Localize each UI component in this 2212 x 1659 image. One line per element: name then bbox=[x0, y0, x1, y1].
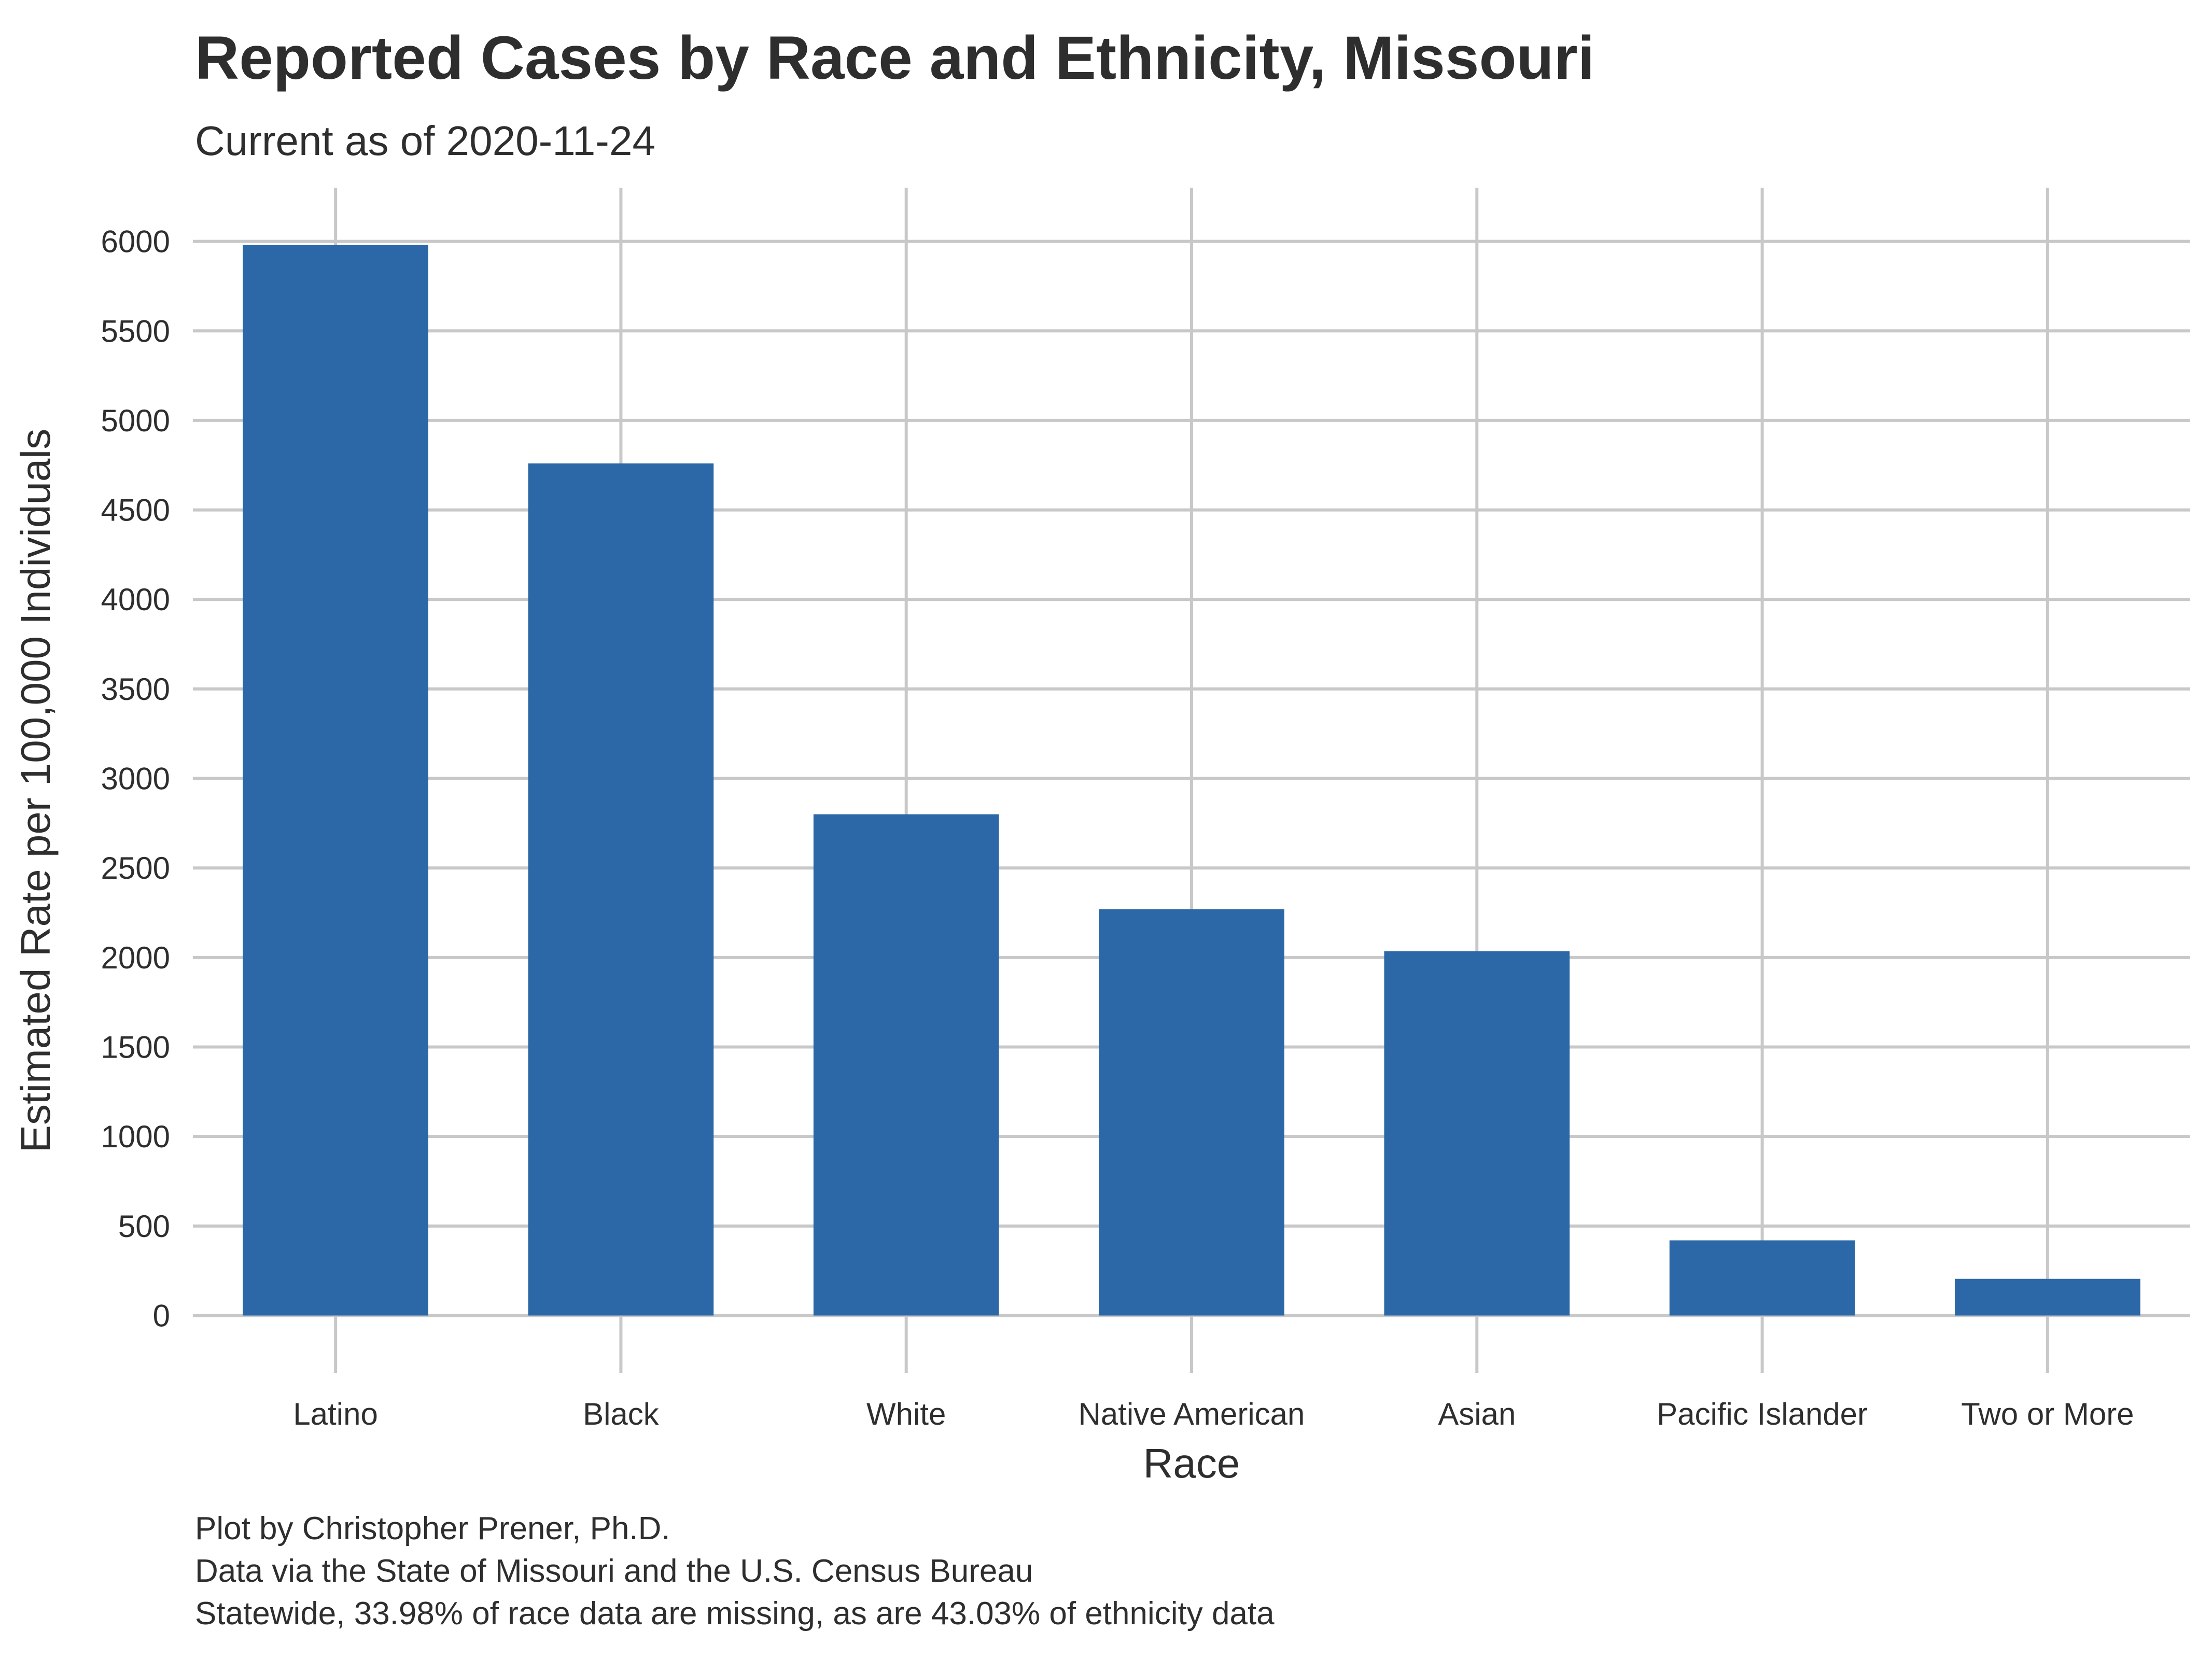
bar-black bbox=[528, 463, 714, 1316]
y-tick-label: 5500 bbox=[101, 314, 170, 348]
bar-pacific-islander bbox=[1669, 1240, 1855, 1316]
x-tick-label: White bbox=[866, 1397, 946, 1431]
bar-native-american bbox=[1099, 909, 1284, 1316]
y-tick-label: 2500 bbox=[101, 851, 170, 885]
bar-white bbox=[813, 814, 999, 1316]
x-tick-label: Native American bbox=[1079, 1397, 1305, 1431]
y-tick-label: 2000 bbox=[101, 940, 170, 975]
x-tick-label: Two or More bbox=[1961, 1397, 2134, 1431]
bar-two-or-more bbox=[1955, 1278, 2140, 1316]
y-tick-label: 1500 bbox=[101, 1030, 170, 1065]
x-tick-label: Black bbox=[583, 1397, 660, 1431]
x-tick-label: Asian bbox=[1438, 1397, 1516, 1431]
x-tick-label: Pacific Islander bbox=[1657, 1397, 1868, 1431]
x-tick-labels: Latino Black White Native American Asian Paci… bbox=[293, 1397, 2134, 1431]
bar-latino bbox=[243, 245, 428, 1316]
y-tick-label: 3500 bbox=[101, 672, 170, 707]
x-tick-label: Latino bbox=[293, 1397, 377, 1431]
x-axis-title: Race bbox=[1143, 1440, 1240, 1486]
caption-line-source: Data via the State of Missouri and the U… bbox=[195, 1553, 1033, 1589]
y-axis-title: Estimated Rate per 100,000 Individuals bbox=[12, 429, 59, 1152]
y-tick-label: 4500 bbox=[101, 493, 170, 528]
chart-title: Reported Cases by Race and Ethnicity, Mi… bbox=[195, 24, 1595, 92]
bars bbox=[243, 245, 2140, 1316]
y-tick-label: 4000 bbox=[101, 582, 170, 617]
y-tick-label: 0 bbox=[153, 1298, 170, 1333]
caption-line-missing-data: Statewide, 33.98% of race data are missi… bbox=[195, 1596, 1275, 1632]
bar-asian bbox=[1384, 951, 1570, 1316]
caption: Plot by Christopher Prener, Ph.D. Data v… bbox=[195, 1508, 1275, 1635]
caption-line-author: Plot by Christopher Prener, Ph.D. bbox=[195, 1511, 670, 1546]
y-tick-label: 6000 bbox=[101, 224, 170, 259]
chart-subtitle: Current as of 2020-11-24 bbox=[195, 118, 655, 164]
y-tick-labels: 0 500 1000 1500 2000 2500 3000 3500 4000 4500 5000… bbox=[101, 224, 170, 1333]
y-tick-label: 3000 bbox=[101, 762, 170, 796]
y-tick-label: 1000 bbox=[101, 1119, 170, 1154]
y-tick-label: 500 bbox=[118, 1209, 170, 1244]
y-tick-label: 5000 bbox=[101, 403, 170, 438]
